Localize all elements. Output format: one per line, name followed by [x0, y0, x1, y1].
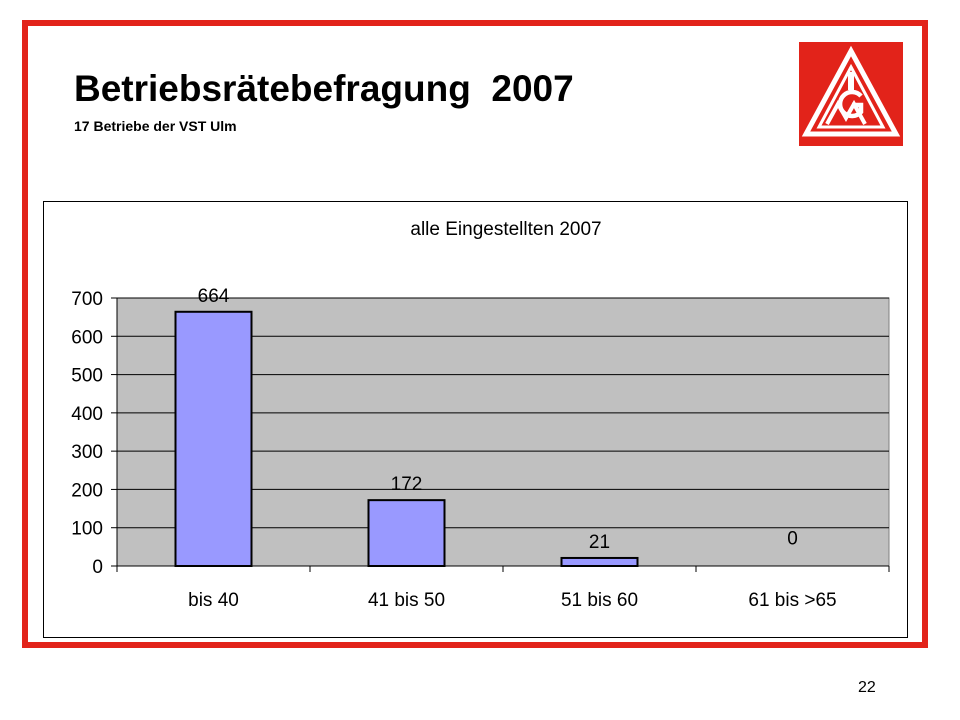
logo-triangle-outer: [801, 45, 901, 137]
chart-title: alle Eingestellten 2007: [410, 219, 601, 240]
logo-letter-i: [848, 72, 854, 90]
y-tick-label: 200: [71, 480, 103, 501]
data-label: 664: [198, 286, 230, 307]
y-tick-label: 600: [71, 327, 103, 348]
bar: [174, 310, 253, 568]
x-tick-label: bis 40: [188, 590, 239, 611]
y-tick-label: 0: [92, 557, 103, 578]
y-tick-label: 500: [71, 366, 103, 387]
igm-logo: [799, 42, 903, 146]
page-number: 22: [858, 679, 876, 696]
y-tick-label: 700: [71, 289, 103, 310]
y-tick-label: 300: [71, 442, 103, 463]
logo-triangle-inner: [816, 63, 886, 129]
y-tick-label: 400: [71, 404, 103, 425]
bar-chart: alle Eingestellten 2007 0 100 200 300 400 500 6…: [71, 219, 890, 611]
logo-letter-m: [825, 99, 867, 125]
data-label: 21: [589, 532, 610, 553]
bar: [367, 499, 446, 567]
y-tick-label: 100: [71, 519, 103, 540]
x-tick-label: 51 bis 60: [561, 590, 638, 611]
x-tick-label: 41 bis 50: [368, 590, 445, 611]
chart-area: alle Eingestellten 2007 0 100 200 300 400 500 6…: [43, 201, 908, 638]
page-title: Betriebsrätebefragung 2007: [74, 68, 574, 109]
bar: [560, 556, 639, 567]
data-label: 0: [787, 529, 798, 550]
data-label: 172: [391, 474, 423, 495]
page-subtitle: 17 Betriebe der VST Ulm: [74, 118, 237, 134]
x-tick-label: 61 bis >65: [748, 590, 836, 611]
